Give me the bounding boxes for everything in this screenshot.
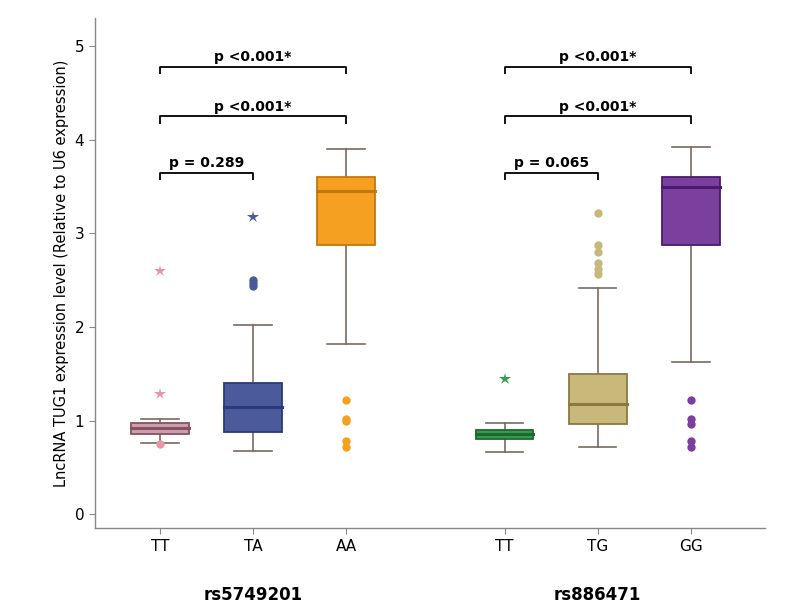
Text: p <0.001*: p <0.001* [559, 50, 637, 64]
Text: rs5749201: rs5749201 [204, 586, 303, 605]
Y-axis label: LncRNA TUG1 expression level (Relative to U6 expression): LncRNA TUG1 expression level (Relative t… [54, 59, 69, 487]
Text: rs886471: rs886471 [554, 586, 641, 605]
FancyBboxPatch shape [476, 430, 533, 439]
FancyBboxPatch shape [662, 177, 720, 245]
Text: p = 0.065: p = 0.065 [514, 156, 589, 170]
FancyBboxPatch shape [224, 383, 282, 432]
Text: p <0.001*: p <0.001* [559, 100, 637, 114]
Text: p <0.001*: p <0.001* [215, 100, 292, 114]
Text: p <0.001*: p <0.001* [215, 50, 292, 64]
FancyBboxPatch shape [131, 423, 189, 434]
FancyBboxPatch shape [569, 374, 626, 424]
FancyBboxPatch shape [317, 177, 375, 245]
Text: p = 0.289: p = 0.289 [169, 156, 244, 170]
